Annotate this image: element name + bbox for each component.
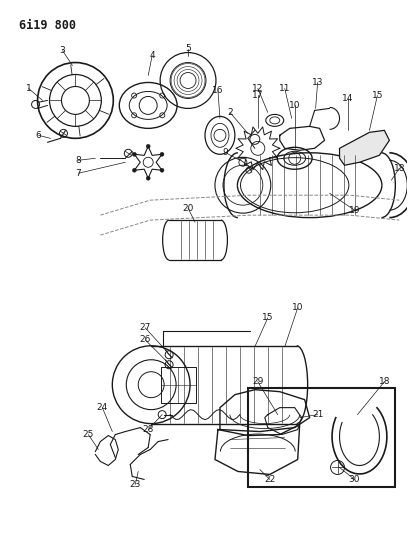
Text: 28: 28 xyxy=(142,425,154,434)
Circle shape xyxy=(160,152,164,156)
Text: 20: 20 xyxy=(182,204,194,213)
Text: 7: 7 xyxy=(75,169,81,177)
Text: 27: 27 xyxy=(140,324,151,333)
Text: 2: 2 xyxy=(227,108,233,117)
Bar xyxy=(161,367,196,402)
Text: 9: 9 xyxy=(222,148,228,157)
Text: 16: 16 xyxy=(212,86,224,95)
Circle shape xyxy=(160,168,164,172)
Text: 24: 24 xyxy=(97,403,108,412)
Text: 15: 15 xyxy=(372,91,383,100)
Text: 21: 21 xyxy=(312,410,323,419)
Text: 23: 23 xyxy=(130,480,141,489)
Text: 29: 29 xyxy=(252,377,264,386)
Text: 26: 26 xyxy=(140,335,151,344)
Text: 1: 1 xyxy=(26,84,31,93)
Text: 25: 25 xyxy=(83,430,94,439)
Text: 11: 11 xyxy=(279,84,290,93)
Text: 10: 10 xyxy=(289,101,300,110)
Text: 13: 13 xyxy=(312,78,324,87)
Circle shape xyxy=(146,176,150,180)
Bar xyxy=(248,387,395,487)
Text: 18: 18 xyxy=(394,164,405,173)
Circle shape xyxy=(132,168,136,172)
Text: 5: 5 xyxy=(185,44,191,53)
Text: 10: 10 xyxy=(292,303,304,312)
Polygon shape xyxy=(339,131,389,165)
Circle shape xyxy=(132,152,136,156)
Text: 12: 12 xyxy=(252,84,264,93)
Circle shape xyxy=(146,144,150,148)
Text: 4: 4 xyxy=(149,51,155,60)
Text: 6: 6 xyxy=(35,131,42,140)
Text: 22: 22 xyxy=(264,475,275,484)
Text: 14: 14 xyxy=(342,94,353,103)
Text: 19: 19 xyxy=(349,206,360,215)
Text: 18: 18 xyxy=(379,377,390,386)
Text: 15: 15 xyxy=(262,313,273,322)
Text: 3: 3 xyxy=(60,46,65,55)
Text: 8: 8 xyxy=(75,156,81,165)
Text: 6i19 800: 6i19 800 xyxy=(19,19,75,31)
Text: 17: 17 xyxy=(252,91,264,100)
Text: 30: 30 xyxy=(349,475,360,484)
